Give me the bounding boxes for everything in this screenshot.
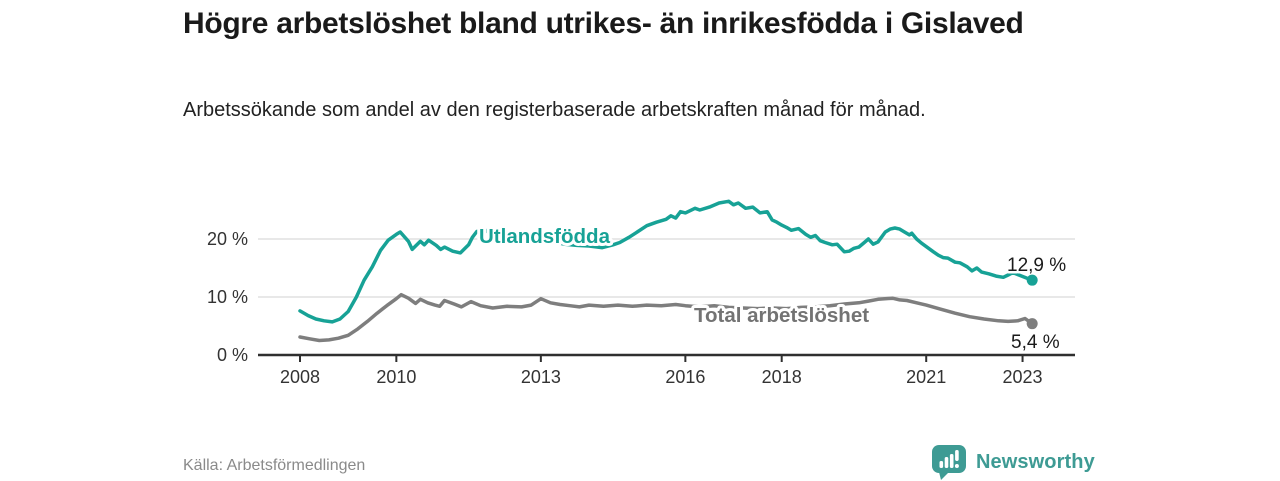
series-line-0 (298, 199, 1034, 324)
series-end-value-label: 12,9 % (1007, 255, 1066, 276)
series-line-1 (298, 292, 1034, 343)
y-tick-label: 0 % (217, 345, 248, 365)
series-label: Utlandsfödda (479, 225, 611, 248)
series-end-dot (1026, 318, 1038, 330)
newsworthy-logo: Newsworthy (931, 443, 1095, 481)
series-label: Total arbetslöshet (694, 304, 869, 327)
x-tick-label: 2021 (906, 367, 946, 387)
y-tick-label: 20 % (207, 229, 248, 249)
x-tick-label: 2008 (280, 367, 320, 387)
chart-subtitle: Arbetssökande som andel av den registerb… (183, 99, 926, 121)
y-tick-label: 10 % (207, 287, 248, 307)
newsworthy-bubble-chart-icon (932, 445, 966, 480)
x-tick-label: 2013 (521, 367, 561, 387)
x-tick-label: 2016 (665, 367, 705, 387)
chart-title: Högre arbetslöshet bland utrikes- än inr… (183, 7, 1024, 40)
source-note: Källa: Arbetsförmedlingen (183, 457, 366, 474)
x-tick-label: 2010 (376, 367, 416, 387)
x-tick-label: 2023 (1003, 367, 1043, 387)
series-end-value-label: 5,4 % (1011, 332, 1060, 353)
newsworthy-wordmark: Newsworthy (976, 450, 1095, 473)
x-tick-label: 2018 (762, 367, 802, 387)
series-end-dot (1026, 274, 1038, 286)
